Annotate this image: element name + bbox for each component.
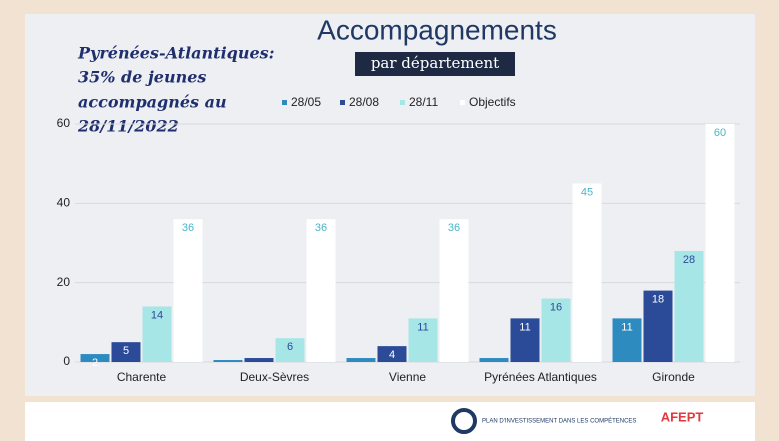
bar bbox=[612, 318, 642, 362]
subtitle-box bbox=[355, 52, 515, 76]
legend-label: Objectifs bbox=[469, 95, 516, 109]
data-label: 6 bbox=[287, 341, 293, 353]
legend-swatch bbox=[460, 100, 465, 105]
annotation: 28/11/2022 bbox=[77, 117, 179, 136]
annotation: 35% de jeunes bbox=[78, 68, 206, 87]
bar bbox=[275, 338, 305, 362]
data-label: 36 bbox=[182, 222, 194, 234]
bar bbox=[643, 290, 673, 362]
legend-label: 28/08 bbox=[349, 95, 379, 109]
x-tick-label: Pyrénées Atlantiques bbox=[484, 370, 597, 384]
data-label: 45 bbox=[581, 186, 593, 198]
subtitle: par département bbox=[371, 54, 499, 72]
bar bbox=[306, 219, 336, 362]
y-tick-label: 60 bbox=[57, 116, 71, 130]
data-label: 28 bbox=[683, 254, 695, 266]
data-label: 11 bbox=[417, 321, 428, 333]
data-label: 16 bbox=[550, 301, 562, 313]
bar bbox=[541, 298, 571, 362]
data-label: 11 bbox=[621, 321, 632, 333]
legend-swatch bbox=[282, 100, 287, 105]
bar bbox=[142, 306, 172, 362]
bar bbox=[346, 358, 376, 362]
logo bbox=[451, 408, 477, 434]
bar bbox=[510, 318, 540, 362]
x-tick-label: Deux-Sèvres bbox=[240, 370, 309, 384]
logo-text: PLAN D'INVESTISSEMENT DANS LES COMPÉTENC… bbox=[482, 418, 636, 425]
x-tick-label: Vienne bbox=[389, 370, 426, 384]
annotation: Pyrénées-Atlantiques: bbox=[77, 44, 275, 63]
y-tick-label: 0 bbox=[63, 354, 70, 368]
data-label: 60 bbox=[714, 127, 726, 139]
bar bbox=[80, 354, 110, 362]
bar bbox=[244, 358, 274, 362]
bar bbox=[377, 346, 407, 362]
legend-label: 28/11 bbox=[409, 95, 438, 109]
bar bbox=[705, 124, 735, 362]
data-label: 11 bbox=[519, 321, 530, 333]
chart-title: Accompagnements bbox=[317, 14, 557, 45]
data-label: 14 bbox=[151, 309, 163, 321]
y-tick-label: 40 bbox=[57, 196, 71, 210]
bar bbox=[213, 360, 243, 362]
bar bbox=[674, 250, 704, 362]
data-label: 2 bbox=[92, 357, 98, 369]
y-tick-label: 20 bbox=[57, 275, 71, 289]
data-label: 36 bbox=[448, 222, 460, 234]
bar bbox=[111, 342, 141, 362]
bar bbox=[572, 183, 602, 362]
bar bbox=[408, 318, 438, 362]
x-tick-label: Gironde bbox=[652, 370, 695, 384]
data-label: 36 bbox=[315, 222, 327, 234]
legend-swatch bbox=[340, 100, 345, 105]
bar bbox=[173, 219, 203, 362]
data-label: 4 bbox=[389, 349, 395, 361]
bar bbox=[439, 219, 469, 362]
data-label: 5 bbox=[123, 345, 129, 357]
data-label: 18 bbox=[652, 294, 664, 306]
footer-strip bbox=[25, 402, 755, 441]
legend-label: 28/05 bbox=[291, 95, 321, 109]
x-tick-label: Charente bbox=[117, 370, 167, 384]
partner-logo: AFEPT bbox=[661, 409, 704, 424]
legend-swatch bbox=[400, 100, 405, 105]
bar bbox=[479, 358, 509, 362]
annotation: accompagnés au bbox=[78, 93, 227, 112]
